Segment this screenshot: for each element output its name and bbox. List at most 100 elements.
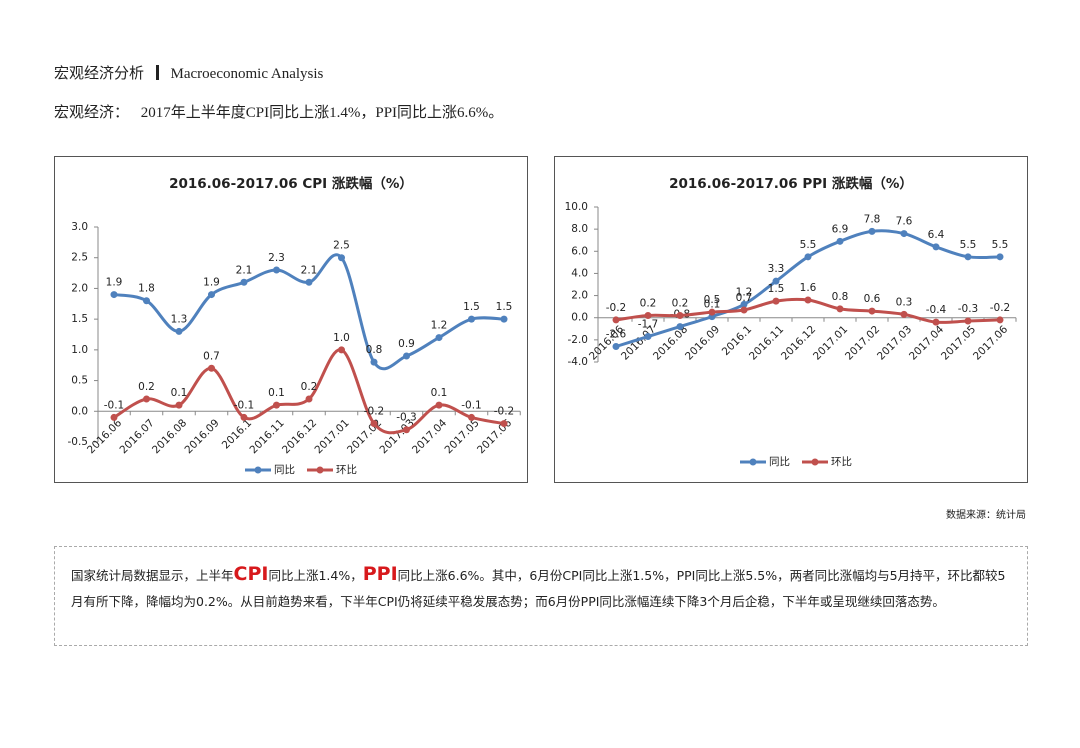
summary-highlight: CPI [233,563,269,585]
data-point [305,278,313,286]
data-label: -0.2 [364,406,385,418]
data-label: 0.2 [301,381,318,393]
y-tick-label: 1.0 [71,344,88,356]
data-point [370,420,378,428]
data-point [612,343,620,350]
data-label: -0.4 [926,304,947,316]
data-label: 3.3 [768,263,785,275]
data-point [644,312,652,319]
data-label: 2.5 [333,240,350,252]
cpi-chart: 2016.06-2017.06 CPI 涨跌幅（%） 3.0 2.5 2.0 1.5 1.… [54,156,528,483]
data-label: 1.5 [496,301,513,313]
data-point [676,323,684,331]
chart-title: 2016.06-2017.06 CPI 涨跌幅（%） [169,175,413,192]
data-label: 2.1 [236,264,253,276]
x-tick-label: 2016.09 [683,323,722,362]
data-label: 0.8 [832,291,849,303]
y-tick-label: -2.0 [568,334,589,346]
data-point [175,401,183,409]
summary-text: 国家统计局数据显示，上半年 [71,568,234,583]
legend-label: 同比 [274,463,295,476]
data-label: -1.7 [638,319,659,331]
data-point [110,413,118,421]
x-tick-label: 2016.09 [183,417,222,456]
data-point [996,253,1004,261]
y-tick-label: 1.5 [71,313,88,325]
data-label: -0.2 [494,406,515,418]
x-tick-label: 2016.07 [118,417,157,456]
data-point [804,296,812,304]
y-tick-label: -0.5 [68,436,89,448]
data-label: 1.9 [203,277,220,289]
data-label: 1.2 [431,320,448,332]
divider [155,65,159,80]
y-tick-label: 6.0 [571,245,588,257]
data-label: 0.1 [704,299,721,311]
data-label: 5.5 [960,239,977,251]
data-label: 5.5 [992,239,1009,251]
data-label: 1.0 [333,332,350,344]
data-label: 0.1 [431,387,448,399]
data-label: 1.8 [138,283,155,295]
data-label: 0.1 [268,387,285,399]
headline: 宏观经济： 2017年上半年度CPI同比上涨1.4%，PPI同比上涨6.6%。 [54,101,503,122]
summary-text: 同比上涨6.6%。其中，6月份CPI同比上涨1.5%，PPI同比上涨5.5%，两… [71,568,1006,609]
ppi-chart: 2016.06-2017.06 PPI 涨跌幅（%） 10.0 8.0 6.0 4.0 2… [554,156,1028,483]
x-tick-label: 2016.12 [280,417,319,456]
data-label: -0.3 [958,303,979,315]
data-label: -0.2 [990,302,1011,314]
header-subtitle: Macroeconomic Analysis [170,66,324,82]
header-title: 宏观经济分析 [54,66,145,82]
data-label: 0.9 [398,338,415,350]
y-tick-label: -4.0 [568,356,589,368]
x-tick-label: 2016.06 [85,417,124,456]
data-point [644,333,652,341]
data-label: 0.5 [704,294,721,306]
data-point [804,253,812,261]
data-label: 7.6 [896,216,913,228]
y-tick-label: 0.0 [571,312,588,324]
legend-label: 环比 [336,463,357,476]
data-label: 1.3 [171,313,188,325]
data-label: 6.4 [928,229,945,241]
data-label: 0.7 [736,292,753,304]
data-point [338,254,345,262]
data-point [996,316,1004,324]
summary-box: 国家统计局数据显示，上半年CPI同比上涨1.4%，PPI同比上涨6.6%。其中，… [54,546,1028,646]
headline-text: 2017年上半年度CPI同比上涨1.4%，PPI同比上涨6.6%。 [140,105,504,121]
data-point [208,291,215,299]
data-label: 1.6 [800,282,817,294]
data-label: 0.3 [896,296,913,308]
x-tick-label: 2017.06 [971,323,1010,362]
data-label: 1.5 [463,301,480,313]
data-label: 0.2 [672,298,689,310]
data-label: 2.1 [301,264,318,276]
data-point [468,315,475,323]
data-point [500,315,508,323]
x-tick-label: 2017.02 [345,417,384,456]
data-point [403,352,410,360]
y-tick-label: 10.0 [565,201,588,213]
data-point [370,358,378,366]
data-label: 0.2 [640,298,657,310]
data-label: 6.9 [832,223,849,235]
data-label: 2.3 [268,252,285,264]
data-point [868,227,876,235]
x-tick-label: 2017.01 [313,417,352,456]
x-tick-label: 2017.05 [443,417,482,456]
data-point [403,426,410,434]
data-point [143,297,150,305]
data-label: -0.1 [461,399,482,411]
data-point [338,346,345,354]
summary-highlight: PPI [362,563,398,585]
data-point [676,312,684,319]
data-point [208,364,215,372]
y-tick-label: 3.0 [71,221,88,233]
data-label: 1.9 [106,277,123,289]
data-label: -0.3 [396,412,417,424]
legend-marker [749,458,757,466]
y-tick-label: 4.0 [571,267,588,279]
x-tick-label: 2016.11 [248,417,287,456]
legend-label: 同比 [769,455,790,468]
data-label: 0.1 [171,387,188,399]
